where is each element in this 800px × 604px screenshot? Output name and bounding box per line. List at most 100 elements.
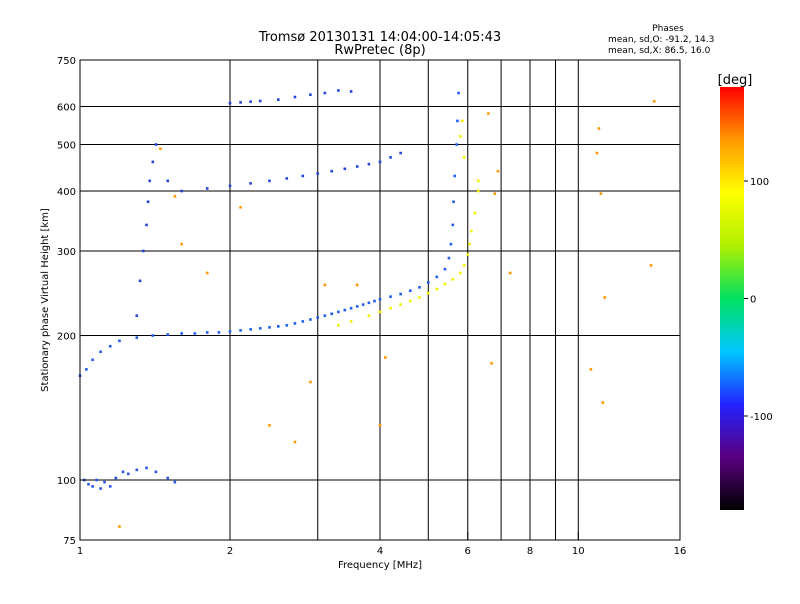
y-tick-label: 400 — [57, 187, 76, 198]
data-point — [173, 480, 177, 484]
data-point — [138, 279, 142, 283]
data-point — [508, 271, 512, 275]
data-point — [166, 179, 170, 183]
data-point — [249, 182, 252, 185]
data-point — [95, 478, 98, 482]
data-point — [323, 283, 327, 287]
data-point — [361, 303, 365, 306]
data-point — [389, 295, 392, 298]
phases-mean-o: mean, sd,O: -91.2, 14.3 — [608, 35, 714, 45]
data-point — [459, 271, 462, 275]
data-point — [496, 169, 500, 173]
data-point — [466, 253, 470, 256]
y-tick-label: 750 — [57, 56, 76, 67]
data-point — [151, 334, 155, 337]
data-point — [426, 291, 430, 295]
phases-heading: Phases — [652, 24, 684, 34]
data-point — [343, 167, 347, 171]
grid-lines — [80, 60, 680, 540]
data-point — [258, 99, 262, 103]
data-point — [293, 322, 297, 325]
data-point — [435, 287, 439, 291]
data-point — [91, 485, 94, 488]
colorbar — [720, 87, 744, 510]
data-point — [145, 466, 148, 470]
data-point — [135, 314, 139, 317]
series-second-hop-600-km- — [228, 89, 353, 105]
data-point — [323, 91, 327, 95]
data-point — [367, 162, 371, 166]
data-point — [118, 525, 121, 528]
data-point — [228, 330, 232, 333]
data-point — [378, 297, 382, 301]
data-point — [217, 331, 221, 334]
data-point — [166, 333, 170, 336]
y-tick-label: 300 — [57, 247, 76, 258]
data-point — [293, 440, 297, 444]
data-point — [268, 326, 271, 329]
data-point — [85, 368, 88, 371]
series-f-region-cusp-multi-hop — [135, 143, 402, 317]
data-point — [443, 267, 447, 271]
data-point — [349, 90, 353, 93]
x-tick-label: 4 — [377, 546, 383, 557]
data-point — [118, 339, 121, 343]
data-point — [146, 200, 150, 204]
data-point — [470, 229, 473, 233]
data-point — [205, 187, 209, 190]
data-point — [159, 147, 162, 151]
data-point — [343, 308, 347, 312]
data-point — [451, 277, 455, 281]
data-point — [126, 472, 130, 476]
data-point — [384, 356, 387, 359]
data-point — [447, 256, 451, 260]
x-tick-label: 6 — [465, 546, 471, 557]
data-point — [145, 223, 148, 227]
data-point — [367, 301, 371, 305]
data-point — [193, 332, 197, 335]
data-point — [355, 305, 359, 308]
colorbar-tick-label: 0 — [750, 295, 756, 306]
data-point — [316, 316, 320, 319]
data-point — [249, 100, 252, 104]
data-point — [316, 172, 320, 175]
data-point — [349, 320, 353, 323]
data-point — [426, 281, 430, 284]
data-point — [601, 401, 605, 404]
phases-mean-x: mean, sd,X: 86.5, 16.0 — [608, 46, 711, 56]
y-axis-ticks: 75 100 200 300 400 500 600 750 — [57, 56, 88, 547]
x-tick-label: 10 — [572, 546, 585, 557]
data-point — [135, 336, 139, 339]
data-point — [589, 368, 593, 371]
series-f1-low-f-trace-o-mode- — [78, 91, 460, 377]
data-point — [309, 318, 312, 321]
data-point — [355, 283, 359, 287]
data-point — [389, 156, 392, 159]
data-point — [323, 314, 327, 317]
data-point — [239, 329, 242, 332]
data-point — [103, 480, 106, 484]
data-point — [268, 179, 271, 183]
data-point — [142, 249, 145, 253]
data-point — [462, 156, 466, 159]
data-point — [460, 119, 464, 123]
data-point — [389, 306, 392, 310]
data-point — [108, 485, 112, 488]
data-point — [457, 91, 460, 95]
data-point — [239, 101, 242, 104]
data-point — [180, 242, 184, 246]
data-point — [477, 189, 480, 193]
y-tick-label: 75 — [63, 536, 76, 547]
data-point — [91, 358, 94, 362]
colorbar-tick-label: 100 — [750, 177, 769, 188]
x-tick-label: 1 — [77, 546, 83, 557]
data-point — [276, 325, 280, 328]
data-point — [154, 470, 158, 474]
y-axis-label: Stationary phase Virtual Height [km] — [40, 208, 51, 392]
data-point — [108, 344, 112, 348]
series-e-layer-echoes — [82, 466, 177, 490]
data-point — [301, 174, 305, 178]
data-point — [462, 264, 466, 267]
